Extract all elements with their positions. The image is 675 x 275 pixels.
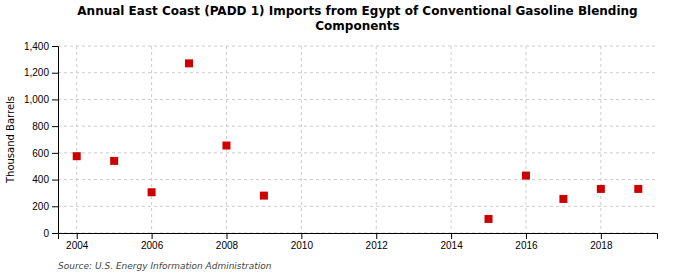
x-tick-label: 2014 [440,240,463,251]
x-tick: 2006 [141,233,164,251]
chart: 2004 2006 2008 2010 2012 2014 2016 2018 0 200 400 6… [0,0,675,275]
y-tick-label: 600 [32,148,49,159]
point [73,152,81,160]
x-axis-line [59,234,658,240]
title: Annual East Coast (PADD 1) Imports from … [77,4,637,33]
point [222,142,230,150]
y-tick-label: 200 [32,201,49,212]
y-tick: 200 [32,201,58,212]
point [260,192,268,200]
grid-line-y [58,206,657,207]
y-axis: 0 200 400 600 800 1,000 1,200 1,400 [24,41,59,239]
grid-line-x [151,46,152,233]
y-tick-label: 800 [32,121,49,132]
x-tick-mark [526,233,527,239]
grid-line-y [58,46,657,47]
point [634,185,642,193]
grid-line-x [451,46,452,233]
x-tick: 2008 [216,233,239,251]
grid [58,46,657,233]
x-tick: 2014 [440,233,463,251]
grid-line-x [600,46,601,233]
grid-line-y [58,99,657,100]
y-tick-label: 1,000 [24,94,49,105]
x-tick-mark [152,233,153,239]
y-tick-mark [52,73,58,74]
y-tick-mark [52,233,58,234]
y-tick: 600 [32,148,58,159]
x-tick-mark [451,233,452,239]
y-tick: 1,000 [24,94,58,105]
point [110,157,118,165]
point [148,188,156,196]
x-tick-label: 2012 [366,240,389,251]
x-axis: 2004 2006 2008 2010 2012 2014 2016 2018 [59,233,658,251]
x-tick-mark [226,233,227,239]
y-tick-label: 0 [43,228,49,239]
y-tick-mark [52,99,58,100]
y-tick: 1,200 [24,67,58,78]
grid-line-y [58,72,657,73]
point [559,195,567,203]
source-note: Source: U.S. Energy Information Administ… [58,261,272,271]
x-tick-label: 2006 [141,240,164,251]
grid-line-y [58,179,657,180]
y-tick: 0 [43,228,58,239]
grid-line-x [76,46,77,233]
x-tick: 2004 [66,233,89,251]
x-tick: 2016 [515,233,538,251]
grid-line-x [376,46,377,233]
x-tick-mark [601,233,602,239]
y-tick-label: 1,400 [24,41,49,52]
x-tick: 2012 [366,233,389,251]
x-tick-label: 2004 [66,240,89,251]
y-tick-mark [52,206,58,207]
grid-line-x [226,46,227,233]
point [185,59,193,67]
x-tick-label: 2008 [216,240,239,251]
y-axis-title: Thousand Barrels [5,96,16,184]
grid-line-x [525,46,526,233]
x-tick-mark [376,233,377,239]
points [73,59,643,223]
x-tick-label: 2016 [515,240,538,251]
x-tick-label: 2018 [590,240,613,251]
y-tick-mark [52,126,58,127]
point [597,185,605,193]
grid-line-x [301,46,302,233]
x-tick: 2018 [590,233,613,251]
point [485,215,493,223]
y-tick-mark [52,180,58,181]
y-tick: 1,400 [24,41,58,52]
x-tick-label: 2010 [291,240,314,251]
y-tick-mark [52,46,58,47]
y-tick-label: 1,200 [24,67,49,78]
y-tick-mark [52,153,58,154]
y-axis-line [52,47,59,234]
x-tick-mark [77,233,78,239]
plot: 2004 2006 2008 2010 2012 2014 2016 2018 0 200 400 6… [24,41,658,251]
y-tick-label: 400 [32,174,49,185]
x-tick: 2010 [291,233,314,251]
point [522,172,530,180]
y-tick: 400 [32,174,58,185]
grid-line-y [58,152,657,153]
y-tick: 800 [32,121,58,132]
x-tick-mark [301,233,302,239]
grid-line-y [58,126,657,127]
